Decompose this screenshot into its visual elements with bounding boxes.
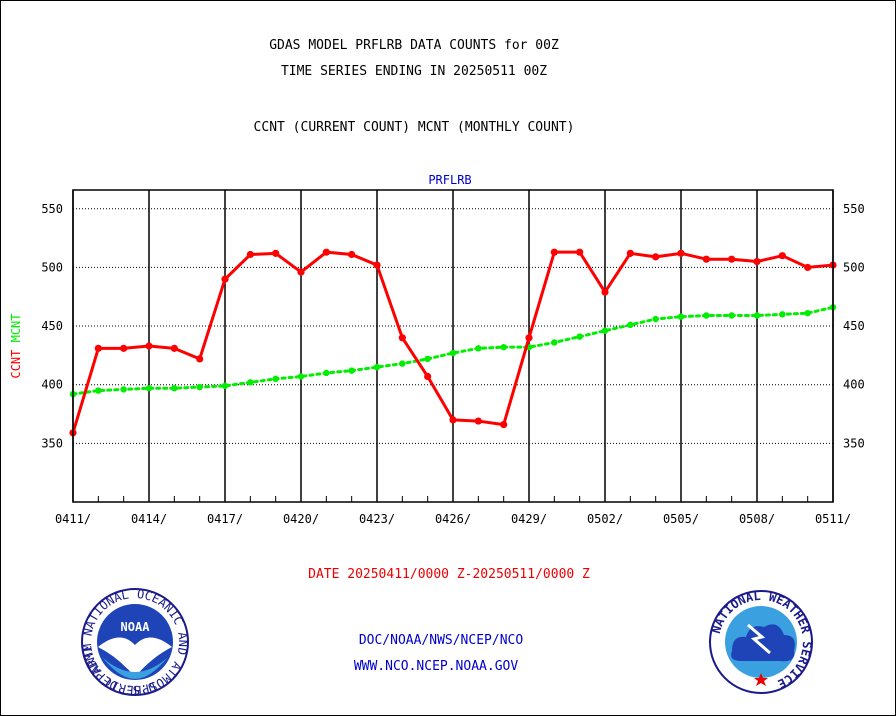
data-point-mcnt — [779, 311, 786, 318]
y-tick-label-left: 350 — [41, 436, 63, 450]
x-tick-label: 0505/ — [663, 512, 699, 526]
data-point-ccnt — [702, 255, 710, 263]
data-point-mcnt — [601, 327, 609, 334]
data-point-mcnt — [399, 360, 406, 367]
nws-logo: NATIONAL WEATHER SERVICE — [709, 589, 814, 694]
data-point-mcnt — [297, 373, 305, 380]
panel-title: PRFLRB — [428, 173, 471, 187]
data-point-mcnt — [171, 385, 178, 392]
data-point-ccnt — [474, 417, 482, 425]
data-point-mcnt — [348, 367, 355, 374]
data-point-ccnt — [373, 261, 381, 269]
data-point-ccnt — [170, 344, 178, 352]
data-point-ccnt — [778, 252, 786, 260]
data-point-mcnt — [373, 363, 381, 371]
data-point-mcnt — [652, 315, 659, 323]
data-point-mcnt — [449, 349, 457, 357]
data-point-mcnt — [576, 333, 583, 340]
x-tick-label: 0423/ — [359, 512, 395, 526]
data-point-ccnt — [398, 334, 406, 342]
data-point-ccnt — [196, 355, 204, 363]
data-point-ccnt — [601, 288, 609, 296]
data-point-mcnt — [627, 321, 634, 329]
data-point-mcnt — [500, 343, 507, 351]
data-point-ccnt — [221, 275, 229, 283]
y-axis-label-ccnt: CCNT — [9, 342, 23, 378]
data-point-mcnt — [424, 355, 431, 363]
data-point-ccnt — [677, 249, 685, 257]
data-point-ccnt — [449, 416, 457, 424]
x-tick-label: 0426/ — [435, 512, 471, 526]
noaa-logo-text: NOAA — [121, 620, 151, 634]
y-axis-label-mcnt: MCNT — [9, 313, 23, 342]
data-point-mcnt — [95, 387, 102, 394]
chart-title-line-1: GDAS MODEL PRFLRB DATA COUNTS for 00Z — [269, 38, 559, 53]
data-point-ccnt — [348, 250, 356, 259]
y-tick-label-left: 500 — [41, 260, 63, 274]
data-point-mcnt — [120, 386, 127, 393]
data-point-mcnt — [753, 312, 761, 319]
data-point-mcnt — [677, 313, 685, 320]
data-point-mcnt — [221, 382, 229, 390]
data-point-ccnt — [728, 255, 736, 263]
data-point-mcnt — [247, 379, 254, 386]
data-point-ccnt — [576, 248, 584, 256]
org-path-label: DOC/NOAA/NWS/NCEP/NCO — [358, 633, 524, 648]
data-point-mcnt — [728, 312, 735, 319]
x-tick-label: 0429/ — [511, 512, 547, 526]
x-tick-label: 0420/ — [283, 512, 319, 526]
data-point-mcnt — [323, 369, 330, 377]
data-point-mcnt — [272, 375, 279, 383]
x-tick-label: 0511/ — [815, 512, 851, 526]
data-point-ccnt — [525, 334, 533, 342]
noaa-logo: NOAA NATIONAL OCEANIC AND ATMOSPHERIC AD… — [80, 587, 190, 697]
data-point-mcnt — [475, 345, 482, 352]
x-tick-label: 0502/ — [587, 512, 623, 526]
y-tick-label-left: 550 — [41, 202, 63, 216]
data-point-ccnt — [272, 249, 280, 257]
y-tick-label-right: 400 — [843, 378, 865, 392]
data-point-ccnt — [626, 249, 634, 257]
y-tick-label-left: 450 — [41, 319, 63, 333]
data-point-ccnt — [94, 344, 102, 352]
y-tick-label-right: 550 — [843, 202, 865, 216]
data-point-ccnt — [753, 257, 761, 266]
chart-title-line-2: TIME SERIES ENDING IN 20250511 00Z — [280, 64, 548, 79]
data-point-ccnt — [652, 253, 660, 261]
data-point-ccnt — [550, 248, 558, 256]
x-tick-label: 0417/ — [207, 512, 243, 526]
data-point-ccnt — [804, 263, 812, 272]
y-tick-label-right: 450 — [843, 319, 865, 333]
date-range-label: DATE 20250411/0000 Z-20250511/0000 Z — [308, 567, 590, 582]
website-label: WWW.NCO.NCEP.NOAA.GOV — [353, 659, 519, 674]
data-point-ccnt — [500, 420, 508, 429]
x-tick-label: 0411/ — [55, 512, 91, 526]
y-tick-label-left: 400 — [41, 378, 63, 392]
data-point-mcnt — [145, 385, 153, 392]
x-tick-label: 0414/ — [131, 512, 167, 526]
data-point-ccnt — [297, 268, 305, 276]
x-tick-label: 0508/ — [739, 512, 775, 526]
data-point-ccnt — [120, 344, 128, 352]
data-point-mcnt — [551, 339, 558, 346]
data-point-mcnt — [703, 312, 710, 319]
y-tick-label-right: 500 — [843, 260, 865, 274]
data-point-ccnt — [145, 342, 153, 350]
y-tick-label-right: 350 — [843, 436, 865, 450]
chart-subtitle: CCNT (CURRENT COUNT) MCNT (MONTHLY COUNT… — [253, 120, 575, 135]
data-point-ccnt — [322, 248, 330, 256]
data-point-ccnt — [246, 250, 254, 259]
y-axis-label: CCNT MCNT — [9, 313, 23, 378]
data-point-ccnt — [424, 372, 432, 381]
data-point-mcnt — [804, 309, 811, 317]
data-point-mcnt — [196, 383, 203, 391]
